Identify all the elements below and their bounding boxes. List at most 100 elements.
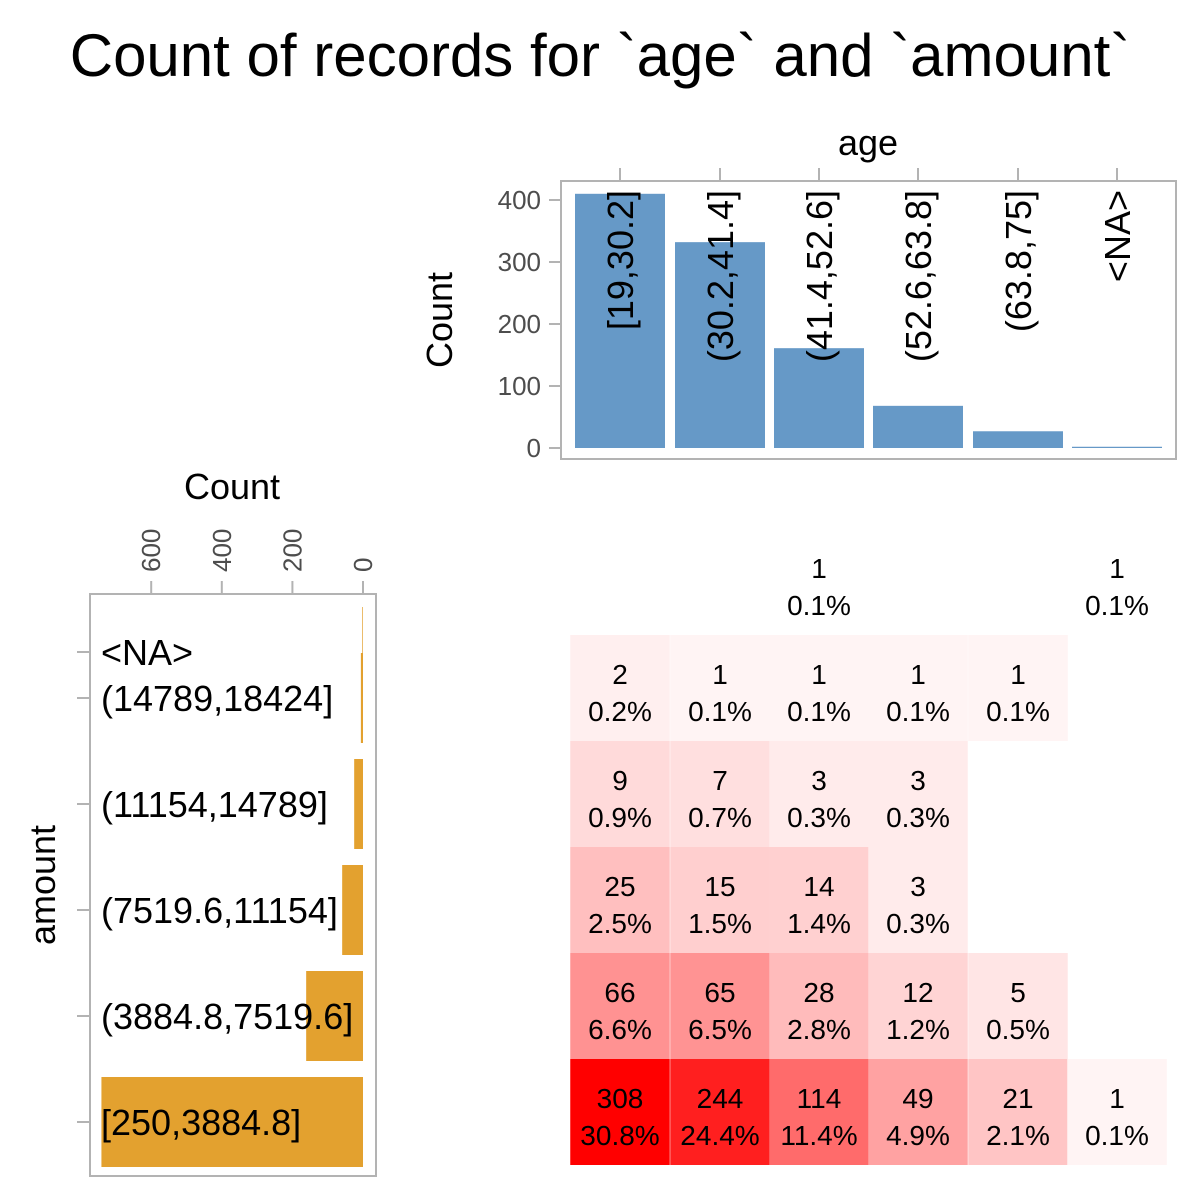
heatmap-cell-percent: 0.1% [886, 696, 950, 727]
heatmap-cell-percent: 0.1% [688, 696, 752, 727]
age-bar [575, 193, 665, 448]
amount-bar-panel: 0 200 400 600 [250,3884.8] (3884.8,7519.6] (7… [22, 466, 378, 1177]
amount-bar-label: <NA> [101, 632, 193, 673]
heatmap-cell [570, 847, 670, 953]
amount-bar [101, 1077, 363, 1167]
heatmap-cell [570, 635, 670, 741]
heatmap-cell [868, 741, 968, 847]
heatmap-cell [769, 1059, 869, 1165]
heatmap-cell [968, 635, 1068, 741]
age-y-tick-label: 100 [498, 371, 541, 401]
heatmap-cell [968, 953, 1068, 1059]
age-bar-label: (30.2,41.4] [700, 190, 741, 362]
heatmap-cell-percent: 1.2% [886, 1014, 950, 1045]
heatmap-cell-percent: 24.4% [680, 1120, 759, 1151]
heatmap-cell [670, 847, 770, 953]
heatmap-cell [1067, 1059, 1167, 1165]
age-y-tick-label: 200 [498, 309, 541, 339]
heatmap-cell-count: 49 [902, 1083, 933, 1114]
heatmap-cell-count: 308 [597, 1083, 644, 1114]
heatmap-cells [570, 635, 1167, 1165]
heatmap-cell-percent: 6.6% [588, 1014, 652, 1045]
heatmap-cell-percent: 1.4% [787, 908, 851, 939]
heatmap-cell-percent: 0.3% [787, 802, 851, 833]
heatmap-cell [769, 741, 869, 847]
heatmap-cell-percent: 0.3% [886, 802, 950, 833]
age-bar-label: (63.8,75] [998, 190, 1039, 332]
heatmap-cell-count: 1 [1010, 659, 1026, 690]
heatmap-cell-count: 66 [604, 977, 635, 1008]
age-bar-panel: 0 100 200 300 400 [19,30.2] (30.2,41.4] (41.4,… [419, 122, 1177, 463]
heatmap-cell-count: 28 [803, 977, 834, 1008]
heatmap-cell-percent: 0.1% [1085, 1120, 1149, 1151]
age-bar [675, 242, 765, 448]
heatmap-cell-count: 3 [811, 765, 827, 796]
heatmap-cell-percent: 4.9% [886, 1120, 950, 1151]
heatmap-cell-count: 3 [910, 765, 926, 796]
heatmap-cell-count: 65 [704, 977, 735, 1008]
heatmap-cell-percent: 0.5% [986, 1014, 1050, 1045]
amount-y-ticks [77, 651, 90, 1123]
age-y-tick-label: 0 [527, 433, 541, 463]
amount-bar [354, 759, 363, 849]
age-bar-label: [19,30.2] [600, 190, 641, 330]
heatmap-cell [670, 953, 770, 1059]
amount-bar [342, 865, 363, 955]
heatmap-cell-count: 2 [612, 659, 628, 690]
crosstab-heatmap: 30830.8%24424.4%11411.4%494.9%212.1%10.1… [570, 553, 1167, 1165]
heatmap-cell [670, 741, 770, 847]
age-count-axis-title: Count [419, 272, 460, 368]
age-bar-label: <NA> [1097, 190, 1138, 282]
heatmap-cell [769, 635, 869, 741]
age-axis-title: age [838, 122, 898, 163]
heatmap-cell [868, 635, 968, 741]
age-y-tick-label: 400 [498, 185, 541, 215]
heatmap-cell-count: 1 [1109, 1083, 1125, 1114]
heatmap-cell-percent: 2.1% [986, 1120, 1050, 1151]
amount-count-axis-title: Count [184, 466, 280, 507]
heatmap-cell-count: 21 [1002, 1083, 1033, 1114]
heatmap-cell-percent: 0.1% [787, 696, 851, 727]
heatmap-cell-count: 1 [712, 659, 728, 690]
heatmap-cell-count: 25 [604, 871, 635, 902]
amount-bars [101, 607, 363, 1167]
heatmap-cell [769, 953, 869, 1059]
heatmap-cell-percent: 11.4% [780, 1120, 857, 1151]
chart-title: Count of records for `age` and `amount` [70, 22, 1131, 89]
amount-bar-label: (3884.8,7519.6] [101, 996, 353, 1037]
age-y-axis: 0 100 200 300 400 [498, 185, 561, 463]
age-y-tick-label: 300 [498, 247, 541, 277]
heatmap-cell-count: 1 [1109, 553, 1125, 584]
heatmap-cell-percent: 0.7% [688, 802, 752, 833]
heatmap-cell [868, 1059, 968, 1165]
heatmap-cell-percent: 0.3% [886, 908, 950, 939]
heatmap-cell-percent: 1.5% [688, 908, 752, 939]
heatmap-cell-count: 1 [910, 659, 926, 690]
age-bar [873, 405, 963, 448]
heatmap-cell [769, 847, 869, 953]
heatmap-cell-count: 1 [811, 659, 827, 690]
heatmap-cell-percent: 0.1% [787, 590, 851, 621]
heatmap-cell [670, 635, 770, 741]
amount-bar-label: (7519.6,11154] [101, 890, 338, 931]
heatmap-cell [968, 1059, 1068, 1165]
age-bar [1072, 446, 1162, 448]
heatmap-cell [868, 847, 968, 953]
amount-bar [360, 653, 363, 743]
age-bar [774, 348, 864, 448]
heatmap-cell-count: 5 [1010, 977, 1026, 1008]
amount-x-tick-label: 600 [136, 529, 166, 572]
heatmap-cell [670, 1059, 770, 1165]
age-x-ticks [619, 168, 1118, 181]
heatmap-cell-percent: 0.1% [1085, 590, 1149, 621]
age-bar-labels: [19,30.2] (30.2,41.4] (41.4,52.6] (52.6,63.… [600, 190, 1138, 362]
heatmap-cell-count: 7 [712, 765, 728, 796]
heatmap-cell [570, 741, 670, 847]
amount-bar-label: (11154,14789] [101, 784, 328, 825]
amount-bar-labels: [250,3884.8] (3884.8,7519.6] (7519.6,11154… [101, 632, 353, 1143]
heatmap-cell-count: 15 [704, 871, 735, 902]
heatmap-labels: 30830.8%24424.4%11411.4%494.9%212.1%10.1… [580, 553, 1149, 1151]
age-bar [973, 431, 1063, 448]
amount-axis-title: amount [22, 825, 63, 945]
